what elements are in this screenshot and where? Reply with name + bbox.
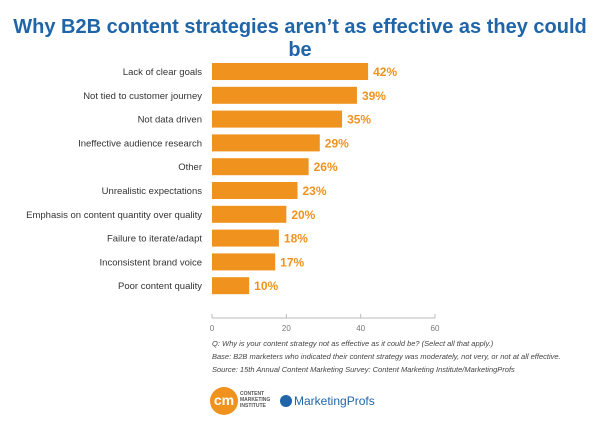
question-note: Q: Why is your content strategy not as e… xyxy=(212,339,494,348)
x-tick-label: 0 xyxy=(210,324,215,333)
bar xyxy=(212,134,320,152)
x-tick-label: 20 xyxy=(282,324,291,333)
category-label: Not data driven xyxy=(138,115,202,126)
category-label: Other xyxy=(178,162,202,173)
category-label: Poor content quality xyxy=(118,281,202,292)
marketingprofs-icon xyxy=(280,395,292,407)
bar xyxy=(212,277,250,295)
category-label: Failure to iterate/adapt xyxy=(107,234,202,245)
bar xyxy=(212,158,309,176)
bar xyxy=(212,86,357,104)
data-label: 17% xyxy=(280,255,304,269)
data-label: 20% xyxy=(291,208,315,222)
x-tick-label: 40 xyxy=(356,324,365,333)
category-label: Lack of clear goals xyxy=(123,67,202,78)
bar xyxy=(212,63,369,80)
data-label: 26% xyxy=(314,160,338,174)
data-label: 18% xyxy=(284,232,308,246)
data-label: 42% xyxy=(373,65,397,79)
base-note: Base: B2B marketers who indicated their … xyxy=(212,352,561,361)
cmi-logo-text: CONTENT MARKETING INSTITUTE xyxy=(240,391,271,409)
bar xyxy=(212,229,279,247)
x-tick-label: 60 xyxy=(431,324,440,333)
bar xyxy=(212,182,298,199)
data-label: 39% xyxy=(362,89,386,103)
category-label: Ineffective audience research xyxy=(78,138,202,149)
cmi-logo: cm xyxy=(210,387,238,415)
data-label: 10% xyxy=(254,279,278,293)
marketingprofs-logo: MarketingProfs xyxy=(280,394,375,408)
data-label: 29% xyxy=(325,136,349,150)
bar xyxy=(212,205,287,223)
category-label: Not tied to customer journey xyxy=(83,91,202,102)
data-label: 35% xyxy=(347,113,371,127)
source-note: Source: 15th Annual Content Marketing Su… xyxy=(212,365,515,374)
bar xyxy=(212,253,276,271)
data-label: 23% xyxy=(302,184,326,198)
category-label: Inconsistent brand voice xyxy=(100,257,202,268)
bar xyxy=(212,110,343,128)
category-label: Unrealistic expectations xyxy=(102,186,203,197)
chart-title: Why B2B content strategies aren’t as eff… xyxy=(13,16,587,61)
bar-chart: Lack of clear goals 42% Not tied to custom… xyxy=(26,63,440,333)
category-label: Emphasis on content quantity over qualit… xyxy=(26,210,202,221)
